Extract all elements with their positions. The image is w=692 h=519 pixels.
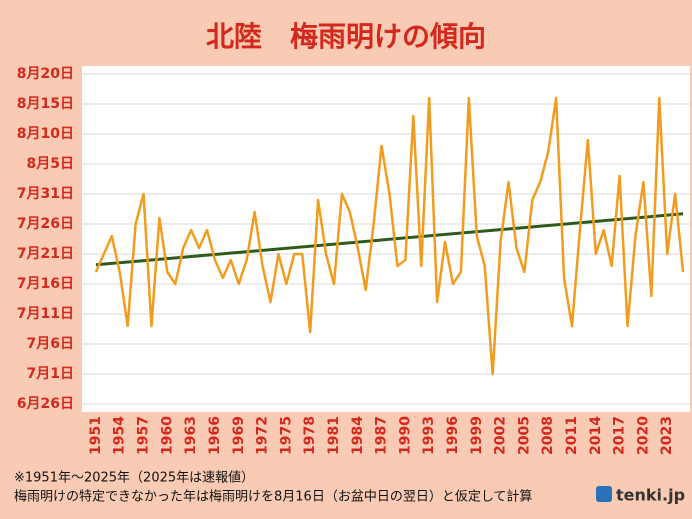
y-tick-label: 8月15日 (17, 96, 74, 112)
x-tick-label: 1981 (326, 416, 342, 455)
trend-line (95, 212, 684, 267)
x-tick-label: 1969 (231, 416, 247, 455)
x-tick-label: 2005 (516, 416, 532, 455)
y-tick-label: 7月6日 (27, 336, 74, 352)
x-tick-label: 1954 (112, 416, 128, 455)
note: 梅雨明けの特定できなかった年は梅雨明けを8月16日（お盆中日の翌日）と仮定して計… (14, 489, 532, 505)
chart-title: 北陸 梅雨明けの傾向 (206, 20, 486, 53)
x-tick-label: 2002 (493, 416, 509, 455)
y-tick-label: 7月16日 (17, 276, 74, 292)
x-tick-label: 2014 (588, 416, 604, 455)
y-tick-label: 7月26日 (17, 216, 74, 232)
y-tick-label: 7月31日 (17, 186, 74, 202)
y-tick-label: 7月1日 (27, 366, 74, 382)
logo-icon (596, 486, 612, 502)
y-tick-label: 8月5日 (27, 156, 74, 172)
y-tick-label: 8月20日 (17, 66, 74, 82)
x-tick-label: 1978 (302, 416, 318, 455)
x-tick-label: 1984 (350, 416, 366, 455)
x-tick-label: 2020 (635, 416, 651, 455)
y-tick-label: 8月10日 (17, 126, 74, 142)
y-tick-label: 7月11日 (17, 306, 74, 322)
x-tick-label: 1975 (278, 416, 294, 455)
x-tick-label: 1951 (88, 416, 104, 455)
x-tick-label: 1993 (421, 416, 437, 455)
y-tick-label: 7月21日 (17, 246, 74, 262)
x-tick-label: 1957 (136, 416, 152, 455)
x-tick-label: 1960 (159, 416, 175, 455)
note: ※1951年～2025年（2025年は速報値） (14, 470, 254, 486)
x-tick-label: 2017 (612, 416, 628, 455)
data-line (94, 96, 685, 376)
x-tick-label: 1996 (445, 416, 461, 455)
x-tick-label: 2023 (659, 416, 675, 455)
x-tick-label: 1990 (397, 416, 413, 455)
x-tick-label: 2011 (564, 416, 580, 455)
x-tick-label: 1999 (469, 416, 485, 455)
x-tick-label: 1972 (255, 416, 271, 455)
x-tick-label: 2008 (540, 416, 556, 455)
x-tick-label: 1963 (183, 416, 199, 455)
brand: tenki.jp (616, 486, 685, 505)
x-tick-label: 1966 (207, 416, 223, 455)
x-tick-label: 1987 (374, 416, 390, 455)
y-tick-label: 6月26日 (17, 396, 74, 412)
